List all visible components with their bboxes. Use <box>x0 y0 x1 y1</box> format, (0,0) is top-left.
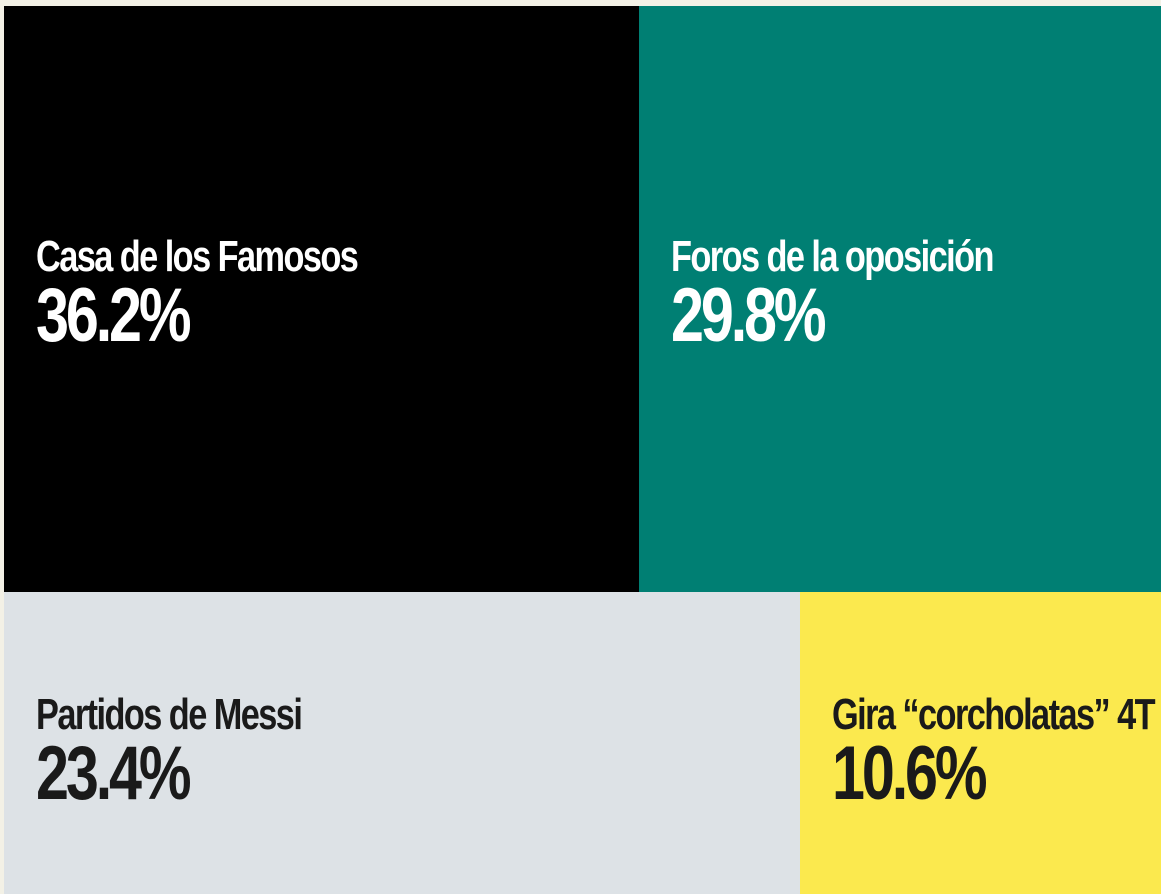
category-label: Gira “corcholatas” 4T <box>832 690 1156 739</box>
category-label: Partidos de Messi <box>36 690 303 739</box>
tile-label: Foros de la oposición 29.8% <box>671 232 994 358</box>
tile-label: Partidos de Messi 23.4% <box>36 690 303 816</box>
category-label: Foros de la oposición <box>671 232 994 281</box>
tile-label: Gira “corcholatas” 4T 10.6% <box>832 690 1156 816</box>
treemap-tile-foros-de-la-oposicion: Foros de la oposición 29.8% <box>639 6 1161 592</box>
value-label: 10.6% <box>832 731 988 816</box>
category-label: Casa de los Famosos <box>36 232 359 281</box>
treemap-tile-gira-corcholatas-4t: Gira “corcholatas” 4T 10.6% <box>800 592 1161 894</box>
tile-label: Casa de los Famosos 36.2% <box>36 232 359 358</box>
value-label: 23.4% <box>36 731 192 816</box>
value-label: 29.8% <box>671 273 827 358</box>
treemap-tile-casa-de-los-famosos: Casa de los Famosos 36.2% <box>4 6 639 592</box>
value-label: 36.2% <box>36 273 192 358</box>
treemap-tile-partidos-de-messi: Partidos de Messi 23.4% <box>4 592 800 894</box>
